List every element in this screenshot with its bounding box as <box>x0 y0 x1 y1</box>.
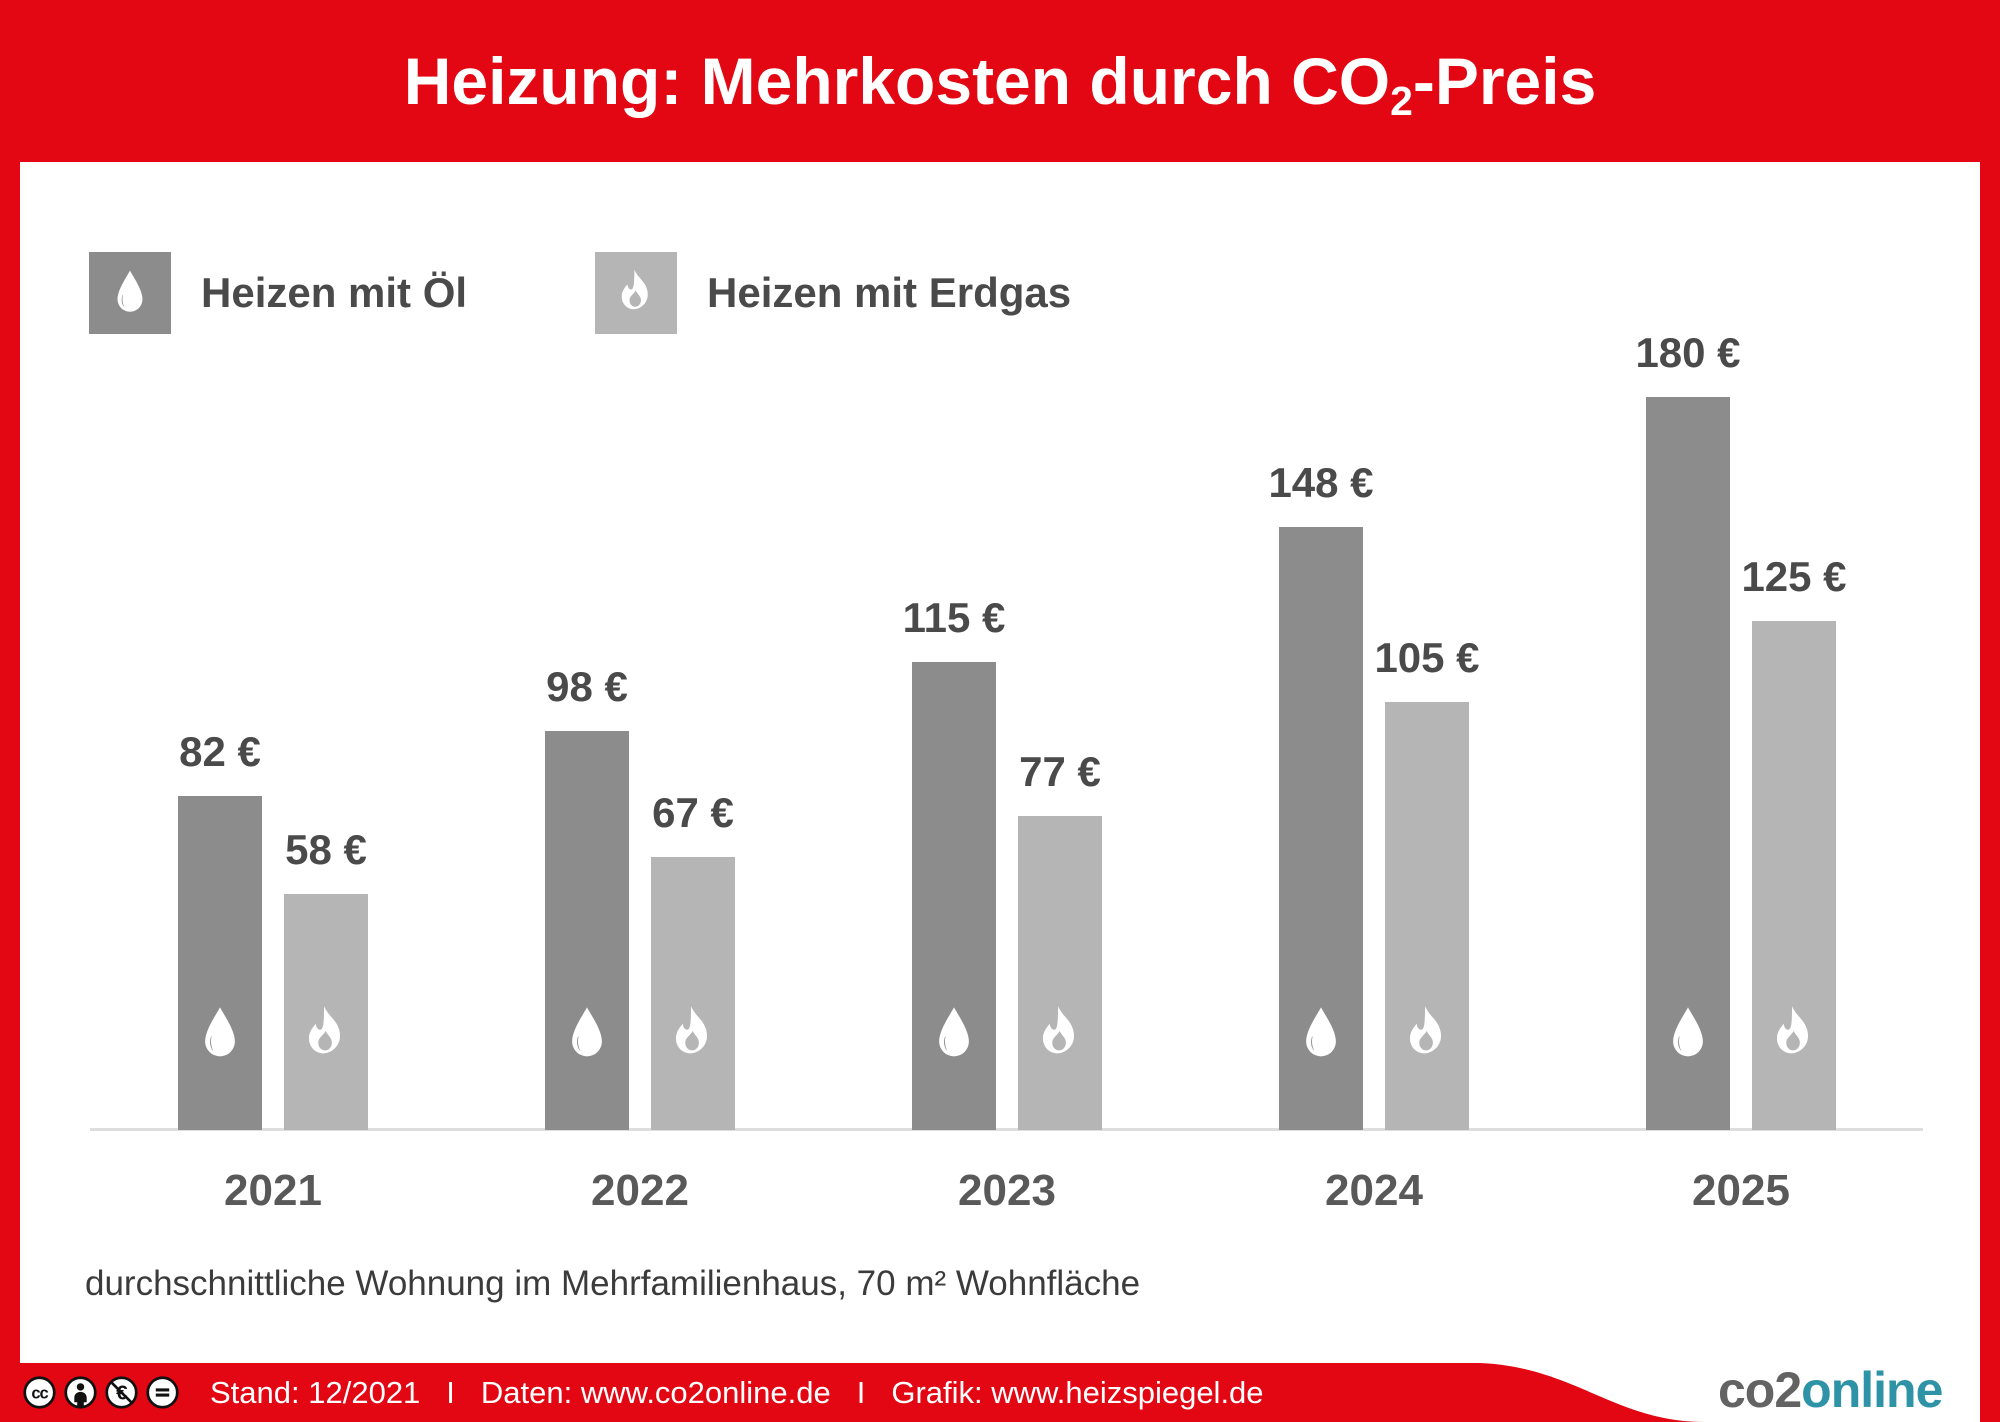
legend-item-oil: Heizen mit Öl <box>89 252 467 334</box>
oil-drop-icon-holder <box>923 1003 985 1070</box>
year-label-2023: 2023 <box>958 1166 1056 1215</box>
bar-2025-oil <box>1646 397 1730 1130</box>
bar-value-label: 77 € <box>1019 748 1101 795</box>
year-label-2024: 2024 <box>1325 1166 1423 1215</box>
flame-icon <box>1776 1006 1809 1054</box>
footer-separator: I <box>446 1375 455 1410</box>
bar-2024-oil <box>1279 527 1363 1130</box>
footer-daten: Daten: www.co2online.de <box>480 1375 831 1410</box>
flame-icon-holder <box>662 1003 724 1070</box>
bar-2022-gas <box>651 857 735 1130</box>
footer-grafik: Grafik: www.heizspiegel.de <box>891 1375 1264 1410</box>
bar-chart: 82 € 58 € 2021 98 € 67 € 2022 115 € 77 € 20… <box>20 162 1980 1363</box>
legend-label-oil: Heizen mit Öl <box>201 269 468 316</box>
oil-drop-icon <box>939 1007 969 1057</box>
footer-separator: I <box>856 1375 866 1410</box>
oil-drop-icon <box>205 1007 235 1057</box>
footer-meta-text: Stand: 12/2021 I Daten: www.co2online.de I G… <box>210 1363 1264 1422</box>
flame-icon <box>675 1006 708 1054</box>
cc-by-person-icon <box>64 1376 97 1409</box>
oil-drop-icon <box>572 1007 602 1057</box>
legend-item-gas: Heizen mit Erdgas <box>595 252 1071 334</box>
bar-value-label: 105 € <box>1374 634 1480 681</box>
year-label-2025: 2025 <box>1692 1166 1790 1215</box>
flame-icon <box>1042 1006 1075 1054</box>
flame-icon <box>1409 1006 1442 1054</box>
flame-icon <box>308 1006 341 1054</box>
bar-value-label: 67 € <box>652 789 734 836</box>
oil-drop-icon <box>117 270 143 312</box>
flame-icon-holder <box>1763 1003 1825 1070</box>
flame-icon-holder <box>295 1003 357 1070</box>
bar-value-label: 148 € <box>1268 459 1374 506</box>
bar-2021-oil <box>178 796 262 1130</box>
year-label-2022: 2022 <box>591 1166 689 1215</box>
header-band: Heizung: Mehrkosten durch CO2-Preis <box>0 0 2000 162</box>
oil-drop-icon-holder <box>1290 1003 1352 1070</box>
year-label-2021: 2021 <box>224 1166 322 1215</box>
content-area: Heizen mit Öl Heizen mit Erdgas 82 € 58 … <box>20 162 1980 1363</box>
bar-2023-gas <box>1018 816 1102 1130</box>
bar-value-label: 82 € <box>179 728 261 775</box>
footer-stand: Stand: 12/2021 <box>210 1375 421 1410</box>
bar-2025-gas <box>1752 621 1836 1130</box>
bar-value-label: 98 € <box>546 663 628 710</box>
license-icons: cc € <box>23 1363 179 1422</box>
bar-2021-gas <box>284 894 368 1130</box>
co2online-logo: co2online <box>1718 1362 1943 1418</box>
footnote: durchschnittliche Wohnung im Mehrfamilie… <box>85 1264 1141 1303</box>
oil-drop-icon <box>1673 1007 1703 1057</box>
oil-drop-icon-holder <box>556 1003 618 1070</box>
bar-value-label: 180 € <box>1635 329 1741 376</box>
svg-text:cc: cc <box>31 1384 48 1402</box>
bar-2022-oil <box>545 731 629 1130</box>
flame-icon-holder <box>1396 1003 1458 1070</box>
logo-wave-shape <box>1480 1363 1980 1422</box>
flame-icon <box>621 269 648 310</box>
bar-value-label: 115 € <box>902 594 1006 641</box>
bar-2023-oil <box>912 662 996 1130</box>
flame-icon-holder <box>1029 1003 1091 1070</box>
bar-2024-gas <box>1385 702 1469 1130</box>
legend-label-gas: Heizen mit Erdgas <box>707 269 1072 316</box>
cc-nc-euro-icon: € <box>105 1376 138 1409</box>
cc-nd-equals-icon <box>146 1376 179 1409</box>
page-title: Heizung: Mehrkosten durch CO2-Preis <box>403 44 1597 125</box>
bar-value-label: 58 € <box>285 826 367 873</box>
cc-icon: cc <box>23 1376 56 1409</box>
title-subscript: 2 <box>1390 78 1413 125</box>
flame-icon <box>595 252 677 334</box>
oil-drop-icon <box>89 252 171 334</box>
bar-value-label: 125 € <box>1741 553 1847 600</box>
x-axis-line <box>90 1128 1923 1131</box>
oil-drop-icon <box>1306 1007 1336 1057</box>
oil-drop-icon-holder <box>189 1003 251 1070</box>
oil-drop-icon-holder <box>1657 1003 1719 1070</box>
